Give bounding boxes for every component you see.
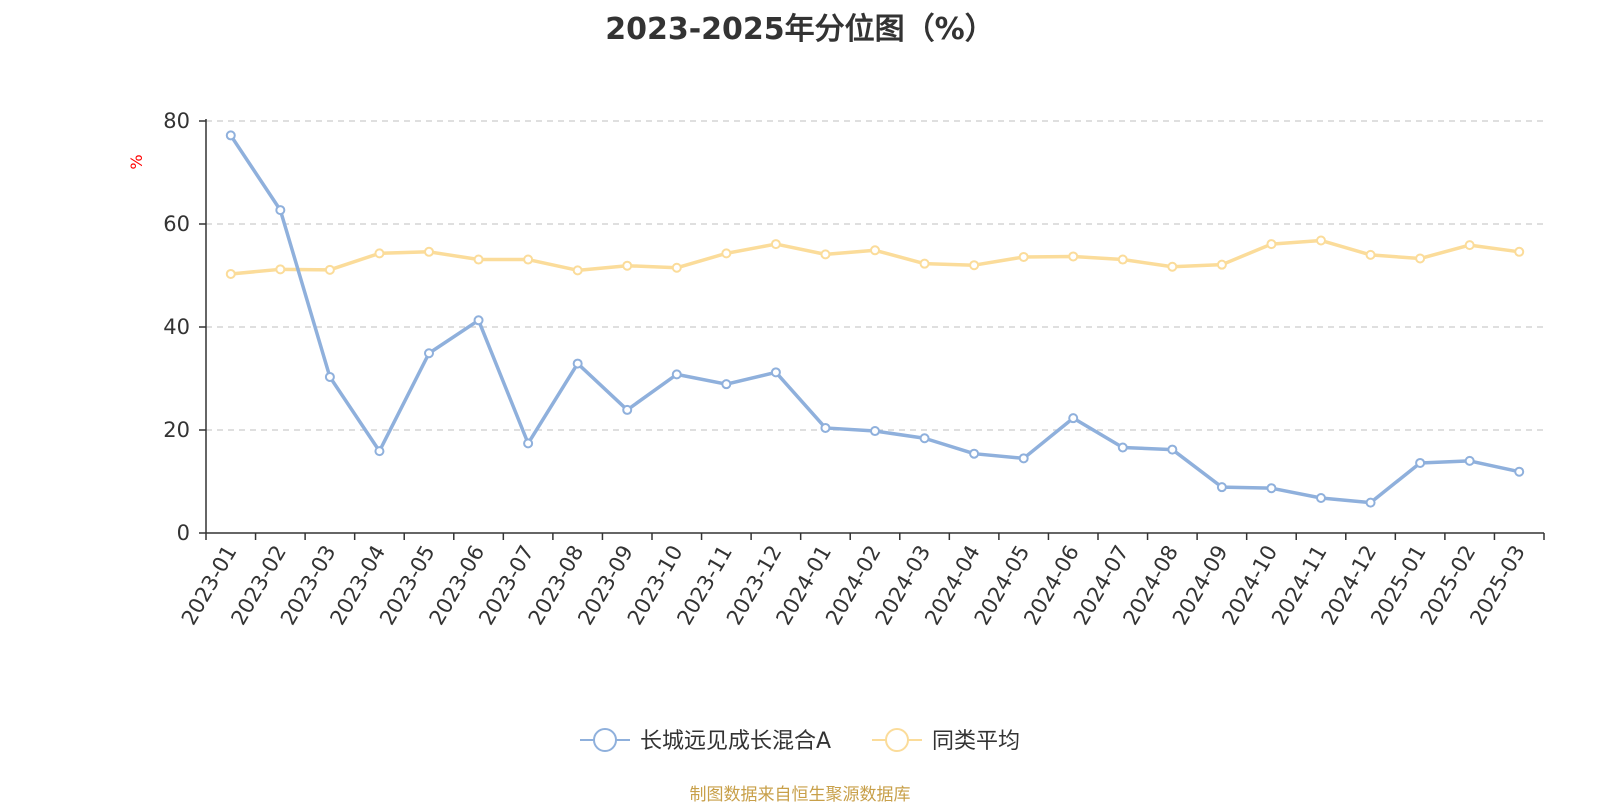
y-tick-label: 40 — [163, 315, 190, 339]
data-point — [1514, 246, 1525, 257]
data-point — [1316, 492, 1326, 503]
y-axis-unit: % — [127, 154, 146, 169]
series-1 — [225, 235, 1525, 279]
data-point — [1068, 413, 1079, 424]
data-point — [1316, 235, 1326, 246]
data-point — [1464, 455, 1475, 466]
data-point — [473, 315, 484, 326]
legend-marker — [885, 728, 909, 752]
data-point — [1415, 253, 1426, 264]
series-0 — [225, 130, 1525, 508]
data-point — [820, 249, 831, 260]
data-point — [721, 379, 732, 390]
legend-item-1: 同类平均 — [872, 728, 1020, 754]
data-point — [424, 348, 434, 359]
data-point — [523, 254, 534, 265]
data-point — [1365, 497, 1376, 508]
grid-lines — [206, 120, 1544, 431]
data-point — [225, 130, 236, 141]
data-point — [1117, 254, 1128, 265]
data-point — [770, 367, 781, 378]
y-tick-labels: 0 20 40 60 80 — [163, 109, 190, 545]
legend-label: 同类平均 — [932, 729, 1020, 754]
series-line — [229, 134, 1520, 505]
data-point — [1167, 444, 1178, 455]
axes — [199, 119, 1545, 540]
data-point — [1018, 251, 1029, 262]
legend-marker — [593, 728, 617, 752]
data-point — [424, 246, 434, 257]
data-point — [1266, 239, 1277, 250]
data-point — [622, 260, 633, 271]
data-point — [324, 264, 335, 275]
data-point — [1216, 482, 1227, 493]
data-point — [374, 446, 385, 457]
data-point — [870, 245, 880, 256]
y-tick-label: 60 — [163, 212, 190, 236]
data-point — [473, 254, 484, 265]
data-point — [1068, 251, 1079, 262]
data-point — [275, 264, 286, 275]
data-point — [919, 433, 930, 444]
data-point — [1266, 483, 1277, 494]
data-point — [671, 369, 682, 380]
data-point — [671, 262, 682, 273]
data-point — [721, 248, 732, 259]
x-tick-labels: 2023-012023-022023-032023-042023-052023-… — [177, 541, 1530, 629]
series-group — [225, 130, 1525, 508]
data-point — [1216, 259, 1227, 270]
data-point — [622, 404, 633, 415]
y-tick-label: 20 — [163, 418, 190, 442]
data-point — [770, 239, 781, 250]
data-point — [1117, 442, 1128, 453]
data-point — [1415, 457, 1426, 468]
data-point — [1167, 261, 1178, 272]
data-point — [572, 265, 583, 276]
data-point — [1018, 453, 1029, 464]
data-point — [1514, 466, 1525, 477]
data-point — [820, 422, 831, 433]
y-tick-label: 0 — [177, 521, 190, 545]
data-point — [225, 268, 236, 279]
data-point — [969, 260, 980, 271]
chart-title: 2023-2025年分位图（%） — [605, 12, 995, 47]
data-point — [572, 358, 583, 369]
data-point — [919, 258, 930, 269]
data-point — [374, 248, 385, 259]
data-point — [523, 438, 534, 449]
data-point — [870, 426, 880, 437]
legend: 长城远见成长混合A 同类平均 — [580, 728, 1020, 754]
legend-item-0: 长城远见成长混合A — [580, 728, 831, 754]
data-point — [324, 371, 335, 382]
y-tick-label: 80 — [163, 109, 190, 133]
data-source-note: 制图数据来自恒生聚源数据库 — [689, 785, 911, 805]
data-point — [1464, 240, 1475, 251]
data-point — [1365, 249, 1376, 260]
legend-label: 长城远见成长混合A — [640, 729, 831, 754]
data-point — [275, 205, 286, 216]
data-point — [969, 448, 980, 459]
